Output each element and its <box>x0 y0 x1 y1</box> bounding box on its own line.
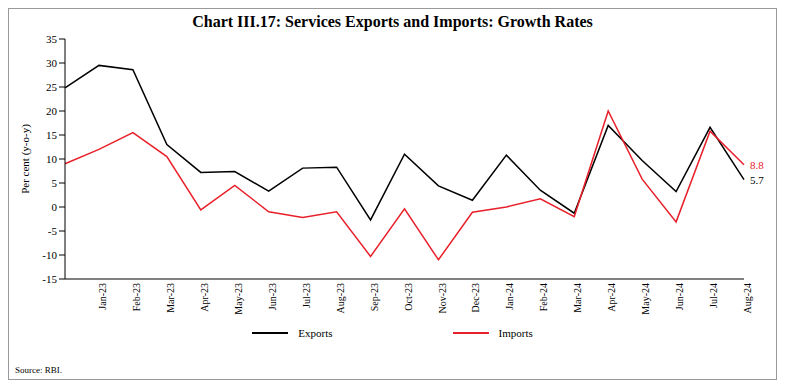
svg-text:20: 20 <box>46 105 58 117</box>
html-text:Source: RBI.: Source: RBI. <box>15 365 62 375</box>
svg-text:0: 0 <box>52 201 58 213</box>
svg-text:5: 5 <box>52 177 58 189</box>
svg-text:Per cent (y-o-y): Per cent (y-o-y) <box>19 124 32 194</box>
svg-text:Mar-24: Mar-24 <box>572 283 583 313</box>
svg-text:5.7: 5.7 <box>750 174 764 186</box>
svg-text:Jan-23: Jan-23 <box>97 283 108 310</box>
svg-text:Nov-23: Nov-23 <box>437 283 448 314</box>
svg-text:Feb-24: Feb-24 <box>538 283 549 311</box>
svg-text:May-24: May-24 <box>640 283 651 315</box>
svg-text:Jun-23: Jun-23 <box>267 283 278 310</box>
svg-text:Oct-23: Oct-23 <box>403 283 414 311</box>
svg-text:Dec-23: Dec-23 <box>471 283 482 312</box>
html-text:Chart III.17: Services Exports: Chart III.17: Services Exports and Impor… <box>192 13 593 30</box>
svg-text:Aug-24: Aug-24 <box>742 283 753 314</box>
svg-text:May-23: May-23 <box>233 283 244 315</box>
svg-text:Apr-23: Apr-23 <box>199 283 210 312</box>
svg-text:Jul-24: Jul-24 <box>708 283 719 308</box>
svg-text:30: 30 <box>46 57 58 69</box>
svg-text:-5: -5 <box>48 225 58 237</box>
svg-text:Jun-24: Jun-24 <box>674 283 685 310</box>
svg-text:-10: -10 <box>42 249 57 261</box>
svg-text:Jan-24: Jan-24 <box>504 283 515 310</box>
svg-text:Aug-23: Aug-23 <box>335 283 346 314</box>
svg-text:10: 10 <box>46 153 58 165</box>
html-text:Exports: Exports <box>298 327 333 339</box>
svg-text:Jul-23: Jul-23 <box>301 283 312 308</box>
svg-text:Feb-23: Feb-23 <box>131 283 142 311</box>
svg-text:8.8: 8.8 <box>750 159 764 171</box>
svg-text:25: 25 <box>46 81 58 93</box>
svg-text:Sep-23: Sep-23 <box>369 283 380 311</box>
svg-text:Apr-24: Apr-24 <box>606 283 617 312</box>
svg-text:-15: -15 <box>42 273 57 285</box>
svg-text:35: 35 <box>46 33 58 45</box>
svg-text:Mar-23: Mar-23 <box>165 283 176 313</box>
html-text:Imports: Imports <box>498 327 533 339</box>
svg-text:15: 15 <box>46 129 58 141</box>
